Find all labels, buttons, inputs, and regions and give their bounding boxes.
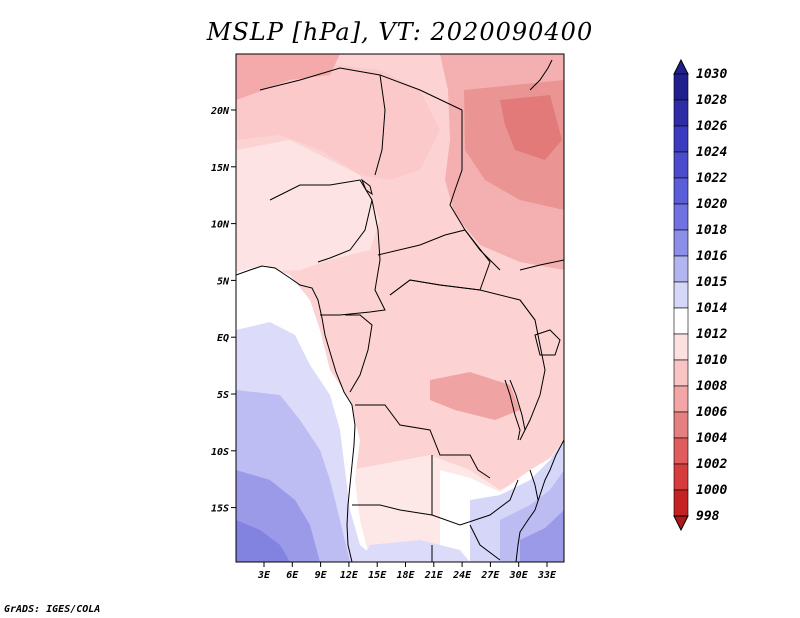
y-tick-label: 15S xyxy=(211,504,229,515)
x-tick-label: 30E xyxy=(509,570,529,581)
colorbar-segment xyxy=(673,125,689,153)
coastline-southeast xyxy=(515,439,564,562)
colorbar-label: 1024 xyxy=(696,145,727,160)
colorbar: 1030 1028 1026 1024 1022 1020 1018 1016 1015 1014… xyxy=(673,58,727,532)
colorbar-label: 1006 xyxy=(696,405,727,420)
shade-1015-southcoast xyxy=(360,540,470,562)
y-axis: 20N 15N 10N 5N EQ 5S 10S 15S xyxy=(210,106,236,515)
colorbar-label: 1015 xyxy=(696,275,727,290)
pressure-shading xyxy=(236,54,564,562)
colorbar-label: 1010 xyxy=(696,353,727,368)
colorbar-segment xyxy=(673,333,689,361)
lake-tanganyika xyxy=(504,379,526,441)
colorbar-label: 1000 xyxy=(696,483,727,498)
map-frame xyxy=(235,53,565,563)
lake-chad xyxy=(360,178,373,196)
y-tick-label: 5N xyxy=(217,276,230,287)
y-tick-label: 20N xyxy=(210,106,230,117)
y-tick-label: 10N xyxy=(211,220,230,231)
colorbar-label: 1020 xyxy=(696,197,727,212)
red-sea-coast xyxy=(529,59,553,91)
x-axis: 3E 6E 9E 12E 15E 18E 21E 24E 27E 30E 33E xyxy=(257,562,557,581)
colorbar-segment xyxy=(673,463,689,491)
colorbar-label: 1030 xyxy=(696,67,727,82)
colorbar-segment xyxy=(673,307,689,335)
colorbar-segment xyxy=(673,99,689,127)
colorbar-label: 1018 xyxy=(696,223,727,238)
border-east-africa xyxy=(519,299,546,441)
shade-1010-sahara xyxy=(236,64,440,180)
colorbar-segment xyxy=(673,203,689,231)
colorbar-segment xyxy=(673,151,689,179)
x-tick-label: 9E xyxy=(315,570,328,581)
colorbar-label: 1004 xyxy=(696,431,727,446)
y-tick-label: 10S xyxy=(211,447,229,458)
shade-1010-congo xyxy=(430,372,520,420)
y-tick-label: EQ xyxy=(217,333,229,344)
x-tick-label: 24E xyxy=(452,570,472,581)
colorbar-label: 1016 xyxy=(696,249,727,264)
border-zambia xyxy=(431,455,519,526)
colorbar-label: 998 xyxy=(696,509,720,524)
map-title: MSLP [hPa], VT: 2020090400 xyxy=(206,18,594,46)
y-tick-label: 5S xyxy=(217,390,229,401)
colorbar-segment xyxy=(673,489,689,517)
lake-victoria xyxy=(534,329,561,356)
colorbar-label: 1008 xyxy=(696,379,727,394)
border-congo xyxy=(345,314,373,393)
shade-1010-nw xyxy=(236,54,340,100)
x-tick-label: 15E xyxy=(368,570,387,581)
border-angola-namibia xyxy=(352,504,433,516)
colorbar-label: 1014 xyxy=(696,301,727,316)
x-tick-label: 21E xyxy=(424,570,444,581)
colorbar-segment xyxy=(673,229,689,257)
shade-1012-west xyxy=(236,140,380,275)
colorbar-segment xyxy=(673,281,689,309)
colorbar-segment xyxy=(673,385,689,413)
colorbar-segment xyxy=(673,359,689,387)
border-sahel xyxy=(259,67,463,111)
border-drc-angola xyxy=(355,404,491,479)
shade-1006-core xyxy=(500,95,562,160)
colorbar-label: 1012 xyxy=(696,327,727,342)
colorbar-segment xyxy=(673,437,689,465)
colorbar-label: 1026 xyxy=(696,119,727,134)
colorbar-top-arrow xyxy=(673,58,689,75)
shade-1018-southeast xyxy=(520,510,564,562)
x-tick-label: 33E xyxy=(537,570,557,581)
colorbar-label: 1002 xyxy=(696,457,727,472)
colorbar-label: 1028 xyxy=(696,93,727,108)
mslp-map xyxy=(236,54,564,562)
colorbar-label: 1022 xyxy=(696,171,727,186)
coastlines-and-borders xyxy=(236,59,564,562)
border-botswana xyxy=(431,524,501,562)
x-tick-label: 18E xyxy=(396,570,415,581)
x-tick-label: 3E xyxy=(257,570,271,581)
x-tick-label: 12E xyxy=(340,570,359,581)
border-niger-chad xyxy=(374,74,386,176)
lake-malawi xyxy=(529,469,539,501)
x-tick-label: 27E xyxy=(480,570,500,581)
colorbar-segment xyxy=(673,411,689,439)
colorbar-segment xyxy=(673,255,689,283)
x-tick-label: 6E xyxy=(286,570,299,581)
shade-1020-ocean xyxy=(236,520,290,562)
y-tick-label: 15N xyxy=(211,163,230,174)
colorbar-segment xyxy=(673,177,689,205)
colorbar-bottom-arrow xyxy=(673,515,689,532)
colorbar-segment xyxy=(673,73,689,101)
border-sudan-south xyxy=(519,259,564,271)
coastline-west-africa xyxy=(236,265,356,562)
grads-credit: GrADS: IGES/COLA xyxy=(4,604,101,615)
